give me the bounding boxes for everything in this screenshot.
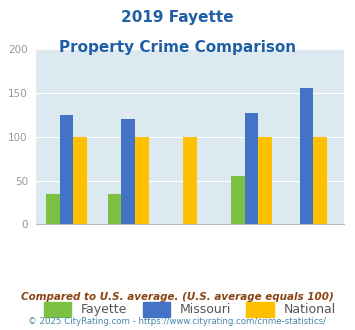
Text: © 2025 CityRating.com - https://www.cityrating.com/crime-statistics/: © 2025 CityRating.com - https://www.city… — [28, 317, 327, 326]
Bar — [183, 137, 197, 224]
Bar — [245, 113, 258, 224]
Bar — [231, 176, 245, 224]
Bar — [313, 137, 327, 224]
Bar — [300, 88, 313, 224]
Text: Compared to U.S. average. (U.S. average equals 100): Compared to U.S. average. (U.S. average … — [21, 292, 334, 302]
Text: 2019 Fayette: 2019 Fayette — [121, 10, 234, 25]
Legend: Fayette, Missouri, National: Fayette, Missouri, National — [39, 297, 341, 321]
Bar — [108, 194, 121, 224]
Text: Property Crime Comparison: Property Crime Comparison — [59, 40, 296, 54]
Bar — [135, 137, 148, 224]
Bar — [60, 115, 73, 224]
Bar — [46, 194, 60, 224]
Bar — [121, 119, 135, 224]
Bar — [73, 137, 87, 224]
Bar — [258, 137, 272, 224]
